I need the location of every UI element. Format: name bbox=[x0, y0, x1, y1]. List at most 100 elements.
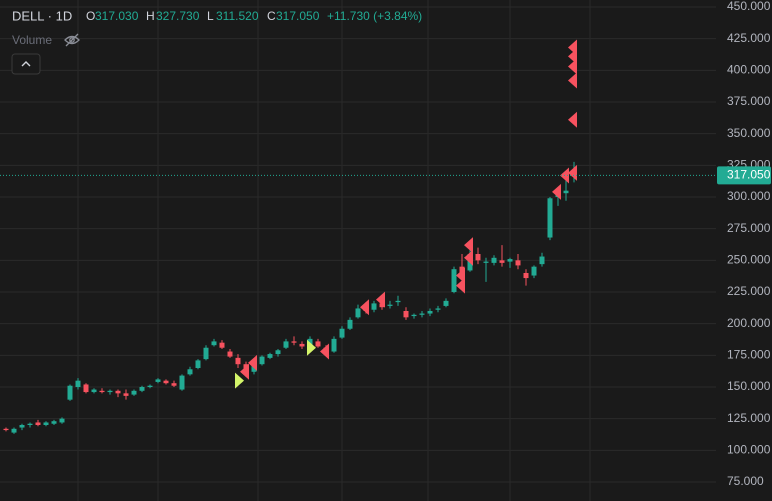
candle-body bbox=[507, 259, 513, 262]
signal-marker bbox=[248, 354, 257, 371]
candle-body bbox=[107, 390, 113, 393]
candle-body bbox=[267, 354, 273, 358]
candle-body bbox=[275, 350, 281, 355]
candle-body bbox=[499, 260, 505, 263]
candle-body bbox=[459, 266, 465, 273]
candle-body bbox=[515, 260, 521, 266]
grid bbox=[0, 6, 716, 483]
close-value: 317.050 bbox=[276, 9, 320, 23]
candle-body bbox=[27, 423, 33, 425]
candle-body bbox=[67, 385, 73, 400]
candle-body bbox=[419, 313, 425, 315]
candle-body bbox=[235, 357, 241, 365]
signal-marker bbox=[568, 58, 577, 75]
candle-body bbox=[291, 341, 297, 343]
y-tick-label: 250.000 bbox=[727, 253, 771, 267]
y-tick-label: 400.000 bbox=[727, 63, 771, 77]
candle-body bbox=[411, 314, 417, 317]
candle-body bbox=[211, 341, 217, 346]
y-tick-label: 200.000 bbox=[727, 316, 771, 330]
candle-body bbox=[531, 266, 537, 276]
close-label: C bbox=[267, 9, 276, 23]
open-value: 317.030 bbox=[95, 9, 139, 23]
volume-label: Volume bbox=[12, 33, 52, 47]
candle-body bbox=[155, 379, 161, 382]
candle-body bbox=[99, 390, 105, 393]
candle-body bbox=[395, 300, 401, 303]
y-tick-label: 100.000 bbox=[727, 443, 771, 457]
candle-body bbox=[123, 393, 129, 396]
candle-body bbox=[139, 387, 145, 391]
candle-body bbox=[59, 418, 65, 423]
candle-body bbox=[483, 261, 489, 263]
y-tick-label: 275.000 bbox=[727, 221, 771, 235]
candle-body bbox=[331, 338, 337, 352]
price-axis-background bbox=[716, 0, 772, 501]
signal-marker bbox=[464, 249, 473, 266]
high-value: 327.730 bbox=[156, 9, 200, 23]
collapse-button[interactable] bbox=[11, 53, 41, 75]
candle-body bbox=[299, 343, 305, 347]
signal-marker bbox=[240, 363, 249, 380]
candle-body bbox=[371, 303, 377, 310]
candle-body bbox=[51, 421, 57, 424]
candle-body bbox=[195, 360, 201, 368]
y-tick-label: 375.000 bbox=[727, 94, 771, 108]
signal-marker bbox=[235, 372, 244, 389]
candle-body bbox=[259, 356, 265, 365]
signal-marker bbox=[360, 299, 369, 316]
plot bbox=[0, 39, 716, 434]
candle-body bbox=[203, 347, 209, 360]
time-grid bbox=[77, 0, 591, 501]
y-tick-label: 175.000 bbox=[727, 348, 771, 362]
candle-body bbox=[539, 256, 545, 265]
candle-body bbox=[163, 380, 169, 384]
candle-body bbox=[347, 319, 353, 329]
open-label: O bbox=[86, 9, 95, 23]
candle-body bbox=[19, 425, 25, 428]
low-label: L bbox=[207, 9, 214, 23]
signal-marker bbox=[320, 343, 329, 360]
candle-body bbox=[83, 384, 89, 393]
candle-body bbox=[523, 273, 529, 279]
signal-marker bbox=[568, 164, 577, 181]
y-tick-label: 150.000 bbox=[727, 379, 771, 393]
candle-body bbox=[219, 342, 225, 348]
candle-body bbox=[179, 375, 185, 390]
candle-body bbox=[35, 422, 41, 425]
low-value: 311.520 bbox=[216, 9, 259, 23]
candle-body bbox=[451, 269, 457, 292]
signal-marker bbox=[456, 277, 465, 294]
candle-body bbox=[131, 390, 137, 395]
candle-body bbox=[91, 389, 97, 393]
candle-body bbox=[147, 385, 153, 387]
y-tick-label: 450.000 bbox=[727, 0, 771, 13]
candle-body bbox=[387, 304, 393, 306]
symbol: DELL · 1D bbox=[12, 8, 72, 23]
signal-marker bbox=[456, 267, 465, 284]
candle-body bbox=[379, 303, 385, 308]
signal-marker bbox=[464, 237, 473, 254]
last-price-label: 317.050 bbox=[727, 168, 771, 182]
candle-body bbox=[75, 380, 81, 387]
y-tick-label: 425.000 bbox=[727, 31, 771, 45]
signal-marker bbox=[307, 339, 316, 356]
signal-marker bbox=[552, 183, 561, 200]
hide-volume-icon[interactable] bbox=[64, 33, 80, 47]
candle-body bbox=[435, 308, 441, 310]
candle-body bbox=[283, 341, 289, 348]
y-tick-label: 225.000 bbox=[727, 284, 771, 298]
candle-body bbox=[403, 311, 409, 318]
last-price-box bbox=[717, 166, 771, 185]
candle-body bbox=[187, 369, 193, 375]
candle-body bbox=[227, 351, 233, 357]
candle-body bbox=[3, 428, 9, 431]
candle-body bbox=[475, 254, 481, 261]
candle-body bbox=[171, 383, 177, 386]
high-label: H bbox=[146, 9, 155, 23]
header: DELL · 1D O 317.030 H 327.730 L 311.520 … bbox=[11, 8, 422, 75]
signal-marker bbox=[376, 291, 385, 308]
